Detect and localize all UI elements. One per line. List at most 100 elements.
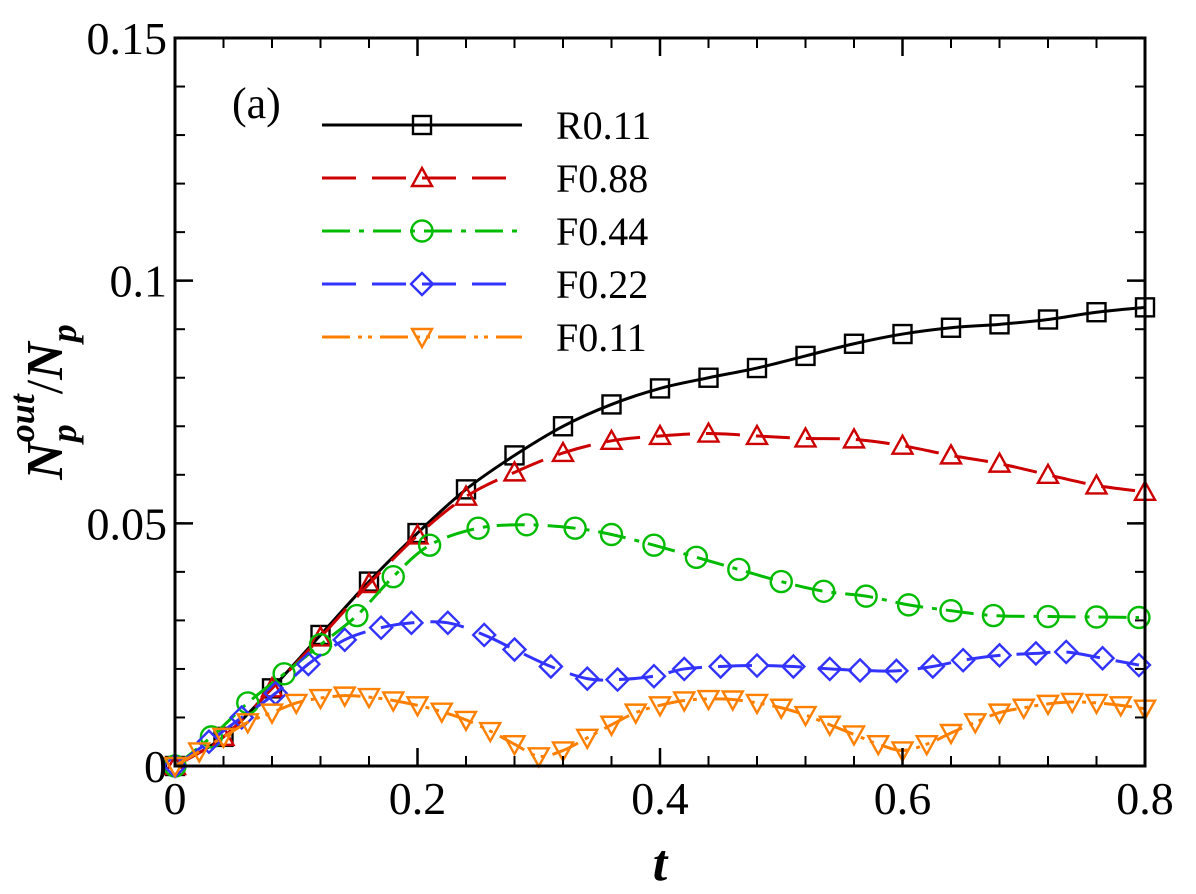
legend-entry-F0.11: F0.11 <box>322 315 647 360</box>
data-point-F0.11-26 <box>793 705 818 728</box>
data-point-F0.22-17 <box>744 652 770 679</box>
data-point-F0.88-11 <box>696 421 721 443</box>
data-point-F0.22-21 <box>883 658 910 684</box>
series-F0.11 <box>162 686 1158 779</box>
axis-ticks: 0 0.2 0.4 0.6 0.8 0 0.05 0.1 0.15 <box>87 13 1174 824</box>
data-point-F0.44-21 <box>1036 604 1060 629</box>
data-point-F0.11-13 <box>478 721 503 744</box>
y-tick-label: 0.15 <box>87 13 168 64</box>
data-point-F0.88-4 <box>356 571 382 594</box>
data-point-F0.88-13 <box>793 425 818 448</box>
data-point-F0.11-20 <box>647 696 673 718</box>
data-point-F0.44-14 <box>727 557 751 582</box>
data-point-F0.22-22 <box>920 653 946 680</box>
data-point-F0.88-5 <box>405 522 430 545</box>
x-tick-label: 0.2 <box>389 773 447 824</box>
y-tick-label: 0.05 <box>87 498 168 549</box>
legend-marker <box>411 114 433 136</box>
data-point-F0.11-30 <box>890 741 915 763</box>
x-tick-label: 0.6 <box>874 773 932 824</box>
y-axis-title: Npout/Np <box>2 324 84 481</box>
data-point-F0.11-8 <box>356 687 382 710</box>
data-point-F0.44-18 <box>896 593 921 617</box>
data-point-F0.88-9 <box>599 428 624 451</box>
svg-text:Npout/Np: Npout/Np <box>2 324 84 481</box>
data-point-F0.44-2 <box>236 691 260 715</box>
legend-entry-F0.44: F0.44 <box>322 209 648 254</box>
data-point-F0.11-14 <box>502 734 527 757</box>
data-point-F0.44-23 <box>1127 605 1151 630</box>
data-point-F0.11-27 <box>817 715 842 738</box>
data-point-F0.22-1 <box>196 729 222 755</box>
legend-label: F0.11 <box>556 315 647 360</box>
legend-label: F0.44 <box>556 209 648 254</box>
data-point-R0.11-15 <box>892 323 913 345</box>
data-point-F0.11-1 <box>187 742 212 764</box>
y-axis-title-sub2: p <box>44 324 84 345</box>
y-axis-title-main2: N <box>17 340 74 381</box>
data-point-F0.22-11 <box>538 653 564 680</box>
data-point-F0.44-13 <box>684 545 709 570</box>
data-point-F0.11-11 <box>429 702 454 725</box>
data-point-R0.11-10 <box>649 378 671 399</box>
y-axis-title-sep: / <box>17 379 74 394</box>
data-point-F0.44-17 <box>854 584 878 608</box>
data-point-F0.11-7 <box>332 686 357 709</box>
data-point-R0.11-6 <box>455 479 477 500</box>
data-point-F0.11-12 <box>453 710 479 733</box>
data-point-R0.11-8 <box>552 416 574 437</box>
data-point-F0.11-16 <box>550 741 576 763</box>
series-R0.11 <box>164 297 1156 777</box>
legend-marker <box>409 271 435 297</box>
legend-marker <box>409 165 435 188</box>
legend-label: F0.88 <box>556 156 648 201</box>
y-tick-label: 0.1 <box>110 256 168 307</box>
data-point-F0.11-36 <box>1035 694 1061 717</box>
data-point-F0.88-6 <box>453 484 479 506</box>
x-tick-label: 0.4 <box>631 773 689 824</box>
data-point-F0.11-18 <box>599 715 624 738</box>
data-point-F0.88-7 <box>502 459 527 482</box>
data-point-F0.11-9 <box>381 691 406 713</box>
data-point-F0.11-33 <box>963 713 988 735</box>
x-axis-title: t <box>653 835 669 892</box>
data-point-F0.44-3 <box>272 662 296 686</box>
data-point-R0.11-14 <box>843 333 865 354</box>
y-axis-title-sup: out <box>2 393 42 442</box>
data-point-F0.44-16 <box>811 579 836 603</box>
data-point-F0.22-27 <box>1089 645 1116 671</box>
legend-entry-F0.22: F0.22 <box>322 262 648 307</box>
data-point-F0.11-4 <box>259 703 285 726</box>
legend-marker <box>410 219 434 243</box>
data-point-F0.11-24 <box>744 693 770 716</box>
data-point-F0.11-32 <box>938 723 964 746</box>
data-point-F0.88-12 <box>744 423 770 446</box>
data-point-R0.11-17 <box>989 314 1010 335</box>
data-point-F0.11-3 <box>235 713 260 735</box>
data-point-F0.44-20 <box>981 603 1006 628</box>
legend-label: F0.22 <box>556 262 648 307</box>
data-point-F0.88-19 <box>1084 473 1109 495</box>
data-point-F0.44-7 <box>417 533 442 557</box>
legend-marker <box>409 327 435 350</box>
data-point-F0.22-19 <box>817 656 843 682</box>
data-point-F0.11-6 <box>308 688 333 711</box>
data-point-F0.44-1 <box>199 725 224 749</box>
data-point-F0.88-10 <box>647 423 673 446</box>
data-point-F0.22-12 <box>574 665 600 692</box>
data-point-F0.88-17 <box>987 451 1012 473</box>
data-point-R0.11-9 <box>601 394 622 415</box>
data-point-F0.88-16 <box>938 442 964 465</box>
data-point-F0.11-21 <box>672 691 697 713</box>
data-point-F0.44-9 <box>514 513 539 537</box>
data-point-F0.88-14 <box>841 426 867 449</box>
data-point-F0.11-23 <box>720 690 745 712</box>
series-F0.44 <box>163 513 1151 778</box>
data-point-F0.11-38 <box>1084 693 1109 716</box>
legend-entry-R0.11: R0.11 <box>322 103 651 148</box>
data-point-F0.22-20 <box>847 657 873 684</box>
data-point-F0.22-10 <box>501 636 528 663</box>
legend: R0.11 F0.88 F0.44 F0.22 F0.11 <box>322 103 651 360</box>
data-point-F0.11-35 <box>1011 698 1036 721</box>
